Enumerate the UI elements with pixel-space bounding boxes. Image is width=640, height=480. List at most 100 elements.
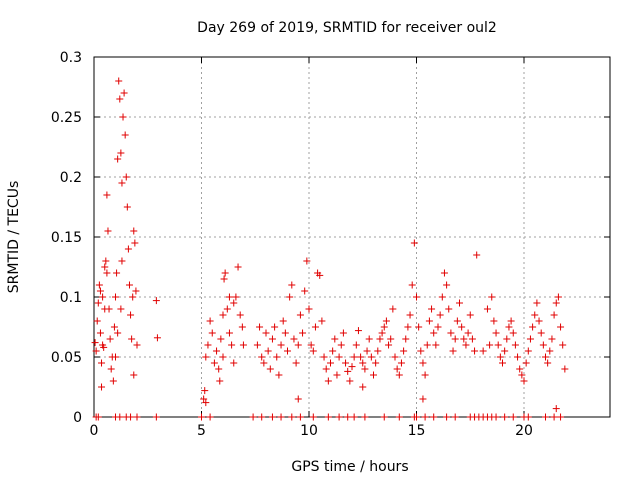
data-point (361, 413, 369, 421)
data-point (526, 335, 534, 343)
data-point (408, 281, 416, 289)
data-point (376, 335, 384, 343)
data-point (219, 311, 227, 319)
y-tick-label: 0.05 (51, 350, 82, 366)
data-point (279, 317, 287, 325)
data-point (98, 359, 106, 367)
data-point (277, 341, 285, 349)
x-tick-label: 0 (90, 423, 99, 439)
x-tick-label: 5 (197, 423, 206, 439)
data-point (339, 329, 347, 337)
axis-ticks (93, 56, 610, 418)
data-point (550, 413, 558, 421)
data-point (101, 263, 109, 271)
data-point (296, 413, 304, 421)
data-point (115, 77, 123, 85)
data-point (402, 335, 410, 343)
y-tick-label: 0 (73, 410, 82, 426)
data-point (483, 305, 491, 313)
data-point (103, 191, 111, 199)
data-point (531, 311, 539, 319)
data-point (378, 329, 386, 337)
data-point (110, 323, 118, 331)
data-point (529, 323, 537, 331)
data-point (335, 413, 343, 421)
data-point (268, 335, 276, 343)
data-points (91, 77, 569, 421)
data-point (96, 287, 104, 295)
data-point (91, 339, 99, 347)
data-point (296, 311, 304, 319)
data-point (367, 353, 375, 361)
data-point (239, 341, 247, 349)
data-point (206, 317, 214, 325)
data-point (456, 299, 463, 307)
y-tick-labels: 0 0.05 0.1 0.15 0.2 0.25 0.3 (51, 50, 82, 426)
data-point (453, 317, 461, 325)
data-point (114, 329, 122, 337)
data-point (225, 329, 233, 337)
data-point (127, 413, 135, 421)
data-point (440, 269, 448, 277)
data-point (342, 359, 350, 367)
data-point (129, 293, 137, 301)
data-point (516, 365, 524, 373)
data-point (352, 341, 360, 349)
data-point (557, 323, 565, 331)
data-point (554, 293, 562, 301)
data-point (305, 305, 313, 313)
data-point (202, 353, 210, 361)
data-point (208, 329, 216, 337)
data-point (514, 353, 522, 361)
data-point (299, 329, 307, 337)
data-point (277, 413, 285, 421)
data-point (232, 293, 240, 301)
data-point (288, 413, 296, 421)
data-point (419, 395, 427, 403)
data-point (117, 305, 125, 313)
data-point (537, 329, 545, 337)
data-point (354, 327, 362, 335)
data-point (561, 365, 569, 373)
data-point (123, 203, 131, 211)
data-point (220, 275, 228, 283)
data-point (522, 359, 530, 367)
data-point (350, 413, 358, 421)
data-point (501, 347, 509, 355)
data-point (550, 311, 558, 319)
data-point (119, 113, 127, 121)
data-point (132, 287, 140, 295)
data-point (365, 335, 373, 343)
data-point (417, 347, 425, 355)
data-point (445, 305, 453, 313)
data-point (93, 317, 101, 325)
data-point (309, 413, 317, 421)
data-point (120, 89, 128, 97)
data-point (503, 335, 511, 343)
data-point (524, 413, 532, 421)
data-point (520, 377, 528, 385)
data-point (307, 341, 315, 349)
data-point (535, 317, 543, 325)
data-point (505, 323, 513, 331)
data-point (464, 329, 472, 337)
data-point (324, 377, 332, 385)
data-point (327, 359, 334, 367)
data-point (385, 341, 393, 349)
data-point (488, 293, 496, 301)
data-point (200, 395, 208, 403)
data-point (518, 371, 526, 379)
data-point (479, 347, 487, 355)
data-point (198, 413, 205, 421)
data-point (395, 371, 403, 379)
data-point (95, 281, 103, 289)
data-point (387, 335, 395, 343)
y-tick-label: 0.15 (51, 230, 82, 246)
data-point (216, 377, 224, 385)
data-point (324, 413, 332, 421)
data-point (436, 311, 444, 319)
data-point (473, 251, 481, 259)
data-point (432, 341, 440, 349)
data-point (281, 329, 289, 337)
